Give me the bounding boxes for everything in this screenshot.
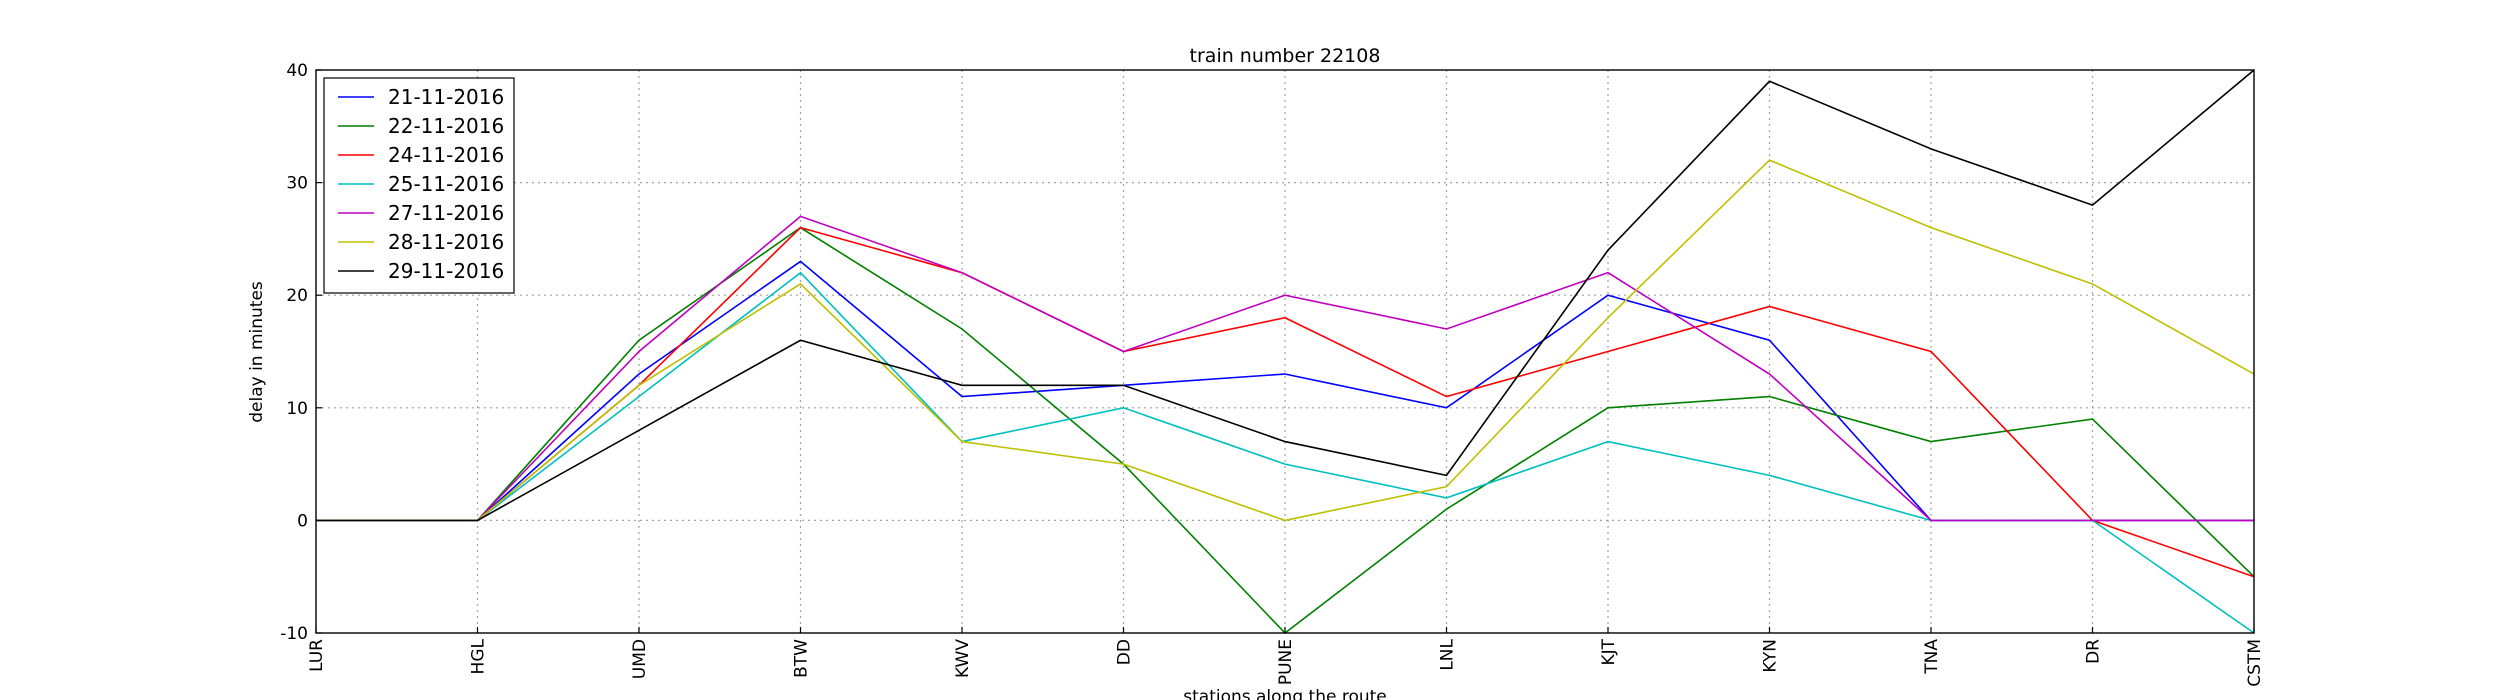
x-tick-label: KWV bbox=[953, 639, 973, 678]
series-line-27-11-2016 bbox=[316, 215, 2254, 522]
chart-title: train number 22108 bbox=[1190, 45, 1381, 67]
x-tick-label: TNA bbox=[1922, 639, 1942, 675]
y-tick-label: 30 bbox=[286, 174, 308, 194]
y-tick-label: 0 bbox=[297, 511, 308, 531]
legend-entry-label: 21-11-2016 bbox=[388, 85, 504, 109]
x-tick-label: KYN bbox=[1761, 639, 1781, 673]
series-line-28-11-2016 bbox=[316, 159, 2255, 522]
legend-box bbox=[323, 77, 515, 294]
x-tick-label: LNL bbox=[1438, 638, 1458, 670]
legend-entry-label: 28-11-2016 bbox=[388, 230, 504, 254]
x-tick-label: DD bbox=[1115, 639, 1135, 665]
grid-layer bbox=[316, 70, 2254, 633]
x-tick-label: BTW bbox=[792, 639, 812, 678]
x-tick-label: HGL bbox=[469, 638, 489, 674]
series-line-24-11-2016 bbox=[316, 226, 2255, 578]
y-tick-label: -10 bbox=[280, 624, 308, 644]
legend-entry-label: 29-11-2016 bbox=[388, 259, 504, 283]
series-layer bbox=[316, 69, 2255, 635]
x-axis-label: stations along the route bbox=[1183, 687, 1387, 700]
legend: 21-11-2016 22-11-2016 24-11-2016 25-11-2016… bbox=[323, 77, 515, 294]
tick-layer: LUR HGL UMD BTW KWV DD PUNE LNL KJT KYN TNA DR CSTM -… bbox=[280, 61, 2265, 687]
legend-entry-label: 22-11-2016 bbox=[388, 114, 504, 138]
x-tick-label: PUNE bbox=[1276, 639, 1296, 685]
series-line-21-11-2016 bbox=[316, 260, 2254, 522]
x-tick-label: UMD bbox=[630, 639, 650, 679]
y-tick-label: 10 bbox=[286, 399, 308, 419]
x-tick-label: CSTM bbox=[2245, 639, 2265, 687]
series-line-25-11-2016 bbox=[316, 271, 2255, 634]
x-tick-label: LUR bbox=[307, 639, 327, 672]
series-line-29-11-2016 bbox=[316, 69, 2255, 522]
legend-entry-label: 24-11-2016 bbox=[388, 143, 504, 167]
legend-entry-label: 25-11-2016 bbox=[388, 172, 504, 196]
y-axis-label: delay in minutes bbox=[247, 281, 267, 423]
x-tick-label: KJT bbox=[1599, 638, 1619, 665]
x-tick-label: DR bbox=[2084, 639, 2104, 664]
y-tick-label: 20 bbox=[286, 286, 308, 306]
y-tick-label: 40 bbox=[286, 61, 308, 81]
legend-entry-label: 27-11-2016 bbox=[388, 201, 504, 225]
